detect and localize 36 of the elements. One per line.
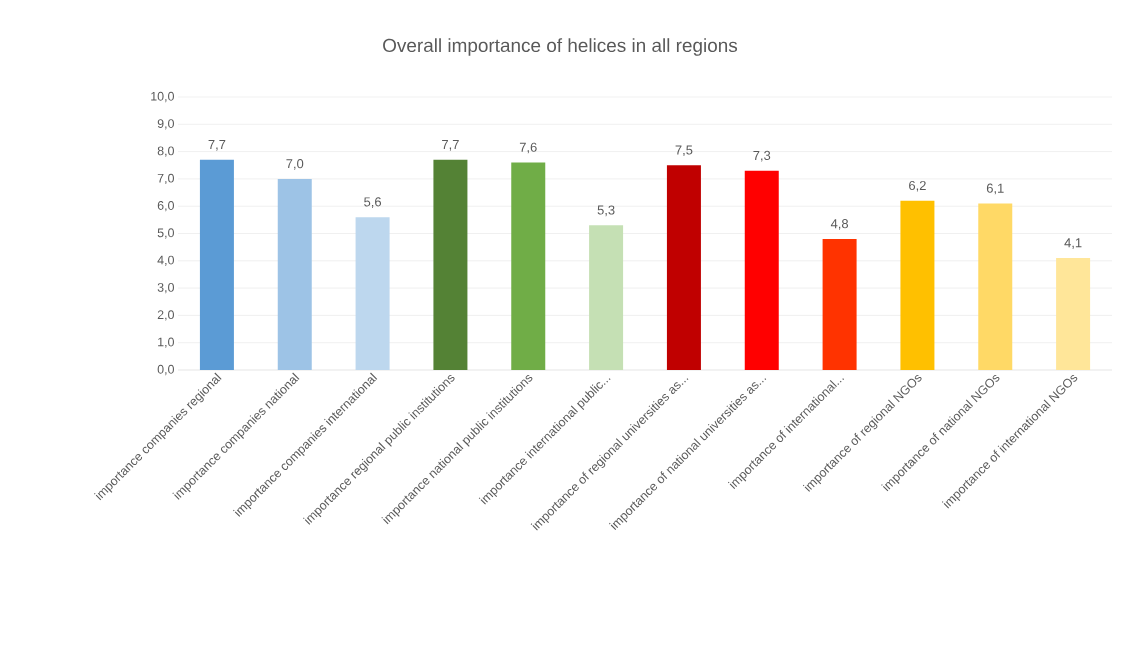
y-tick-label: 3,0 [157,282,174,294]
bar [978,203,1013,371]
data-label: 7,5 [675,145,693,157]
chart-title: Overall importance of helices in all regions [383,38,738,56]
data-label: 4,8 [830,219,849,230]
bar [666,165,701,371]
bar [511,162,546,371]
data-label: 7,3 [753,150,771,162]
bar [355,217,390,371]
y-tick-label: 5,0 [157,228,174,239]
y-tick-label: 2,0 [157,310,174,321]
bar [199,159,234,371]
bar [433,159,468,371]
data-label: 4,1 [1064,238,1082,249]
y-tick-label: 8,0 [157,146,174,157]
bar [900,200,935,371]
y-tick-label: 7,0 [157,173,174,185]
data-label: 5,3 [597,205,615,217]
bar [1056,258,1091,371]
bar [589,225,624,371]
y-tick-label: 4,0 [157,255,174,266]
data-label: 7,6 [519,142,537,154]
data-label: 7,0 [286,159,304,170]
data-label: 7,7 [208,140,226,151]
bar [822,238,857,371]
y-tick-label: 0,0 [157,364,174,376]
data-label: 6,1 [986,183,1004,195]
bar [277,178,312,371]
data-label: 6,2 [909,180,926,192]
y-tick-label: 9,0 [157,119,174,130]
data-label: 5,6 [364,197,382,208]
y-tick-label: 1,0 [158,337,174,348]
bar [744,170,779,371]
data-label: 7,7 [442,140,459,151]
y-tick-label: 10,0 [151,91,174,103]
y-tick-label: 6,0 [157,201,174,212]
